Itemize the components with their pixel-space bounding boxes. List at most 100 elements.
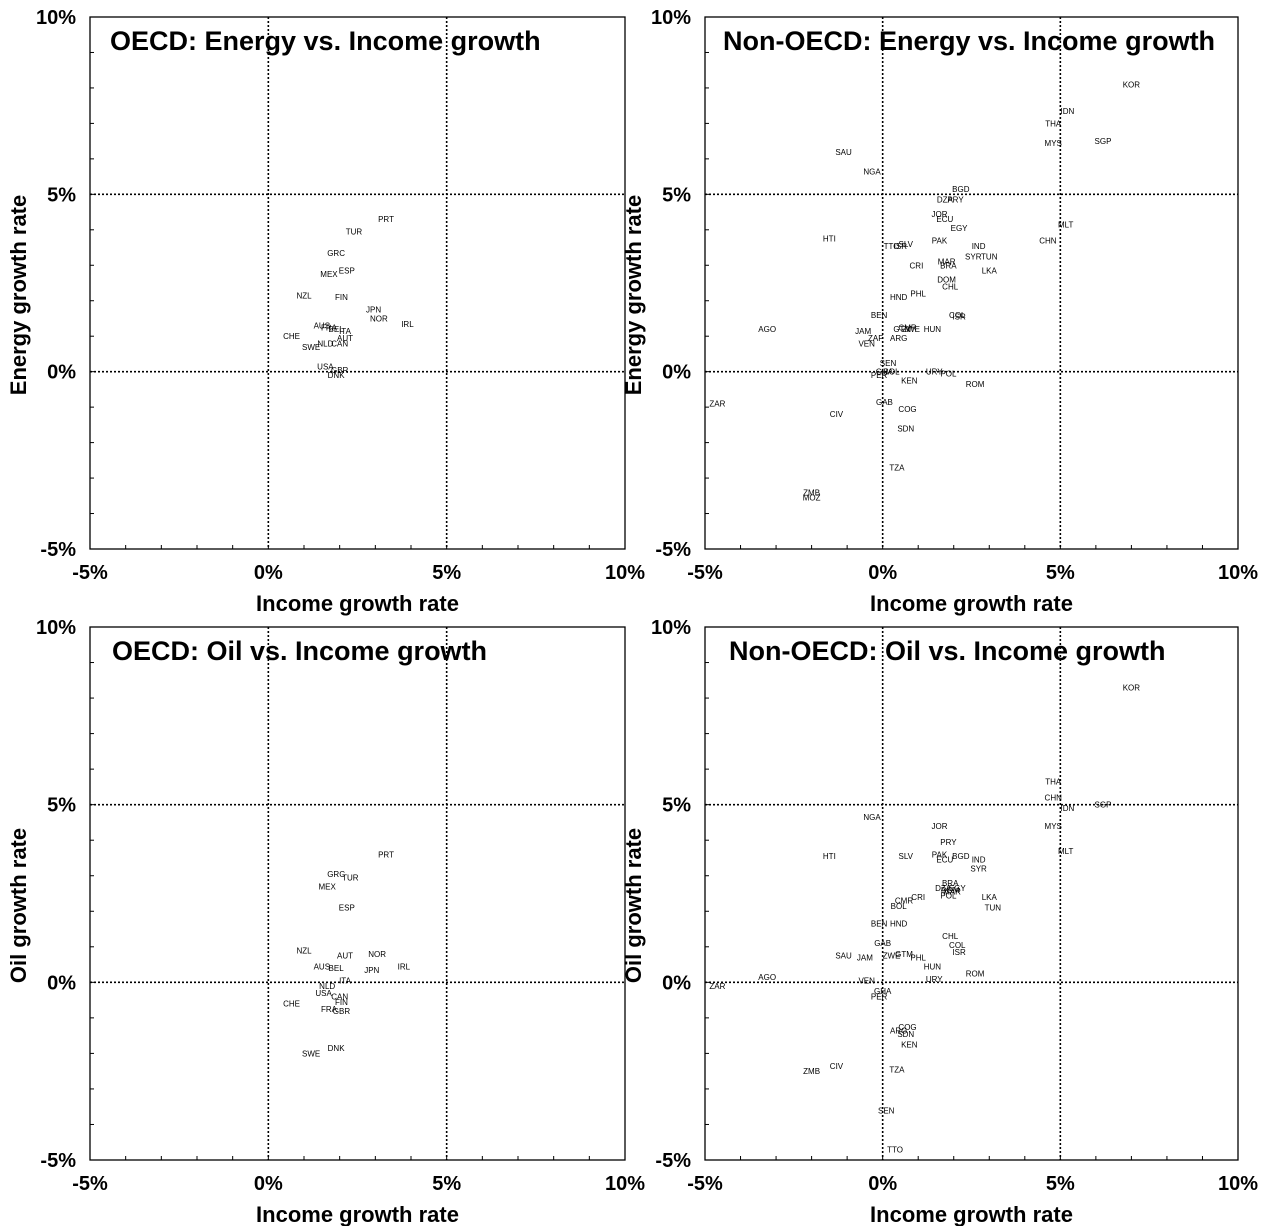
data-point-label: USA	[315, 989, 332, 998]
data-point-label: BEL	[329, 325, 345, 334]
data-point-label: AUT	[337, 952, 353, 961]
data-point-label: ECU	[936, 215, 953, 224]
data-point-label: PHL	[910, 290, 926, 299]
data-point-label: PRT	[378, 850, 394, 859]
data-point-label: MAR	[943, 888, 961, 897]
y-tick-label: 5%	[662, 795, 691, 817]
data-point-label: URY	[926, 975, 943, 984]
data-point-label: CHE	[283, 1000, 300, 1009]
x-tick-label: 5%	[1046, 562, 1075, 584]
x-tick-label: 0%	[254, 1173, 283, 1195]
data-point-label: AUT	[337, 334, 353, 343]
data-point-label: CHE	[283, 332, 300, 341]
x-tick-label: 0%	[868, 1173, 897, 1195]
x-tick-label: 0%	[868, 562, 897, 584]
data-point-label: HTI	[823, 852, 836, 861]
data-point-label: SGP	[1095, 801, 1112, 810]
data-point-label: PAK	[932, 850, 948, 859]
data-point-label: CHL	[942, 283, 959, 292]
data-point-label: CAN	[331, 993, 348, 1002]
data-point-label: MYS	[1045, 139, 1062, 148]
data-point-label: GRC	[327, 870, 345, 879]
chart-panel-1: -5% 0% 5% 10% -5% 0% 5% 10% Income growth rate En…	[6, 7, 645, 616]
data-point-label: MLT	[1058, 847, 1074, 856]
y-axis-title: Energy growth rate	[6, 195, 31, 395]
y-tick-label: -5%	[40, 1150, 76, 1172]
data-point-label: POL	[940, 369, 957, 378]
data-point-label: ISR	[952, 948, 966, 957]
data-point-label: NOR	[370, 314, 388, 323]
data-point-label: BRA	[942, 879, 959, 888]
y-tick-label: 10%	[36, 7, 76, 29]
data-point-label: MEX	[319, 882, 337, 891]
data-point-label: THA	[1045, 778, 1062, 787]
data-point-label: KOR	[1123, 683, 1141, 692]
data-point-label: BOL	[884, 368, 901, 377]
data-point-label: HND	[890, 920, 908, 929]
data-point-label: ZWE	[883, 952, 901, 961]
data-point-label: FRA	[321, 1005, 338, 1014]
x-tick-label: 10%	[605, 1173, 645, 1195]
chart-title: OECD: Oil vs. Income growth	[112, 636, 487, 666]
data-point-label: COG	[898, 405, 916, 414]
x-tick-label: 5%	[1046, 1173, 1075, 1195]
data-point-label: GAB	[876, 398, 893, 407]
data-point-label: KEN	[901, 377, 918, 386]
data-point-label: ZWE	[902, 325, 920, 334]
data-point-label: ITA	[339, 977, 352, 986]
y-tick-label: 0%	[47, 362, 76, 384]
x-tick-label: -5%	[72, 1173, 108, 1195]
data-point-label: AGO	[758, 973, 776, 982]
data-point-label: HND	[890, 293, 908, 302]
data-point-label: GHA	[874, 987, 892, 996]
data-point-label: BRA	[940, 261, 957, 270]
data-point-label: IND	[972, 242, 986, 251]
data-point-label: PRT	[378, 215, 394, 224]
data-point-label: HUN	[924, 962, 942, 971]
x-tick-label: 0%	[254, 562, 283, 584]
data-point-label: POL	[940, 891, 957, 900]
data-point-label: ITA	[339, 327, 352, 336]
data-point-label: IND	[972, 856, 986, 865]
data-point-label: ROM	[966, 380, 985, 389]
data-point-label: GTM	[893, 325, 911, 334]
data-point-label: MYS	[1045, 822, 1062, 831]
data-point-label: MLT	[1058, 220, 1074, 229]
y-tick-label: -5%	[40, 539, 76, 561]
y-tick-label: 5%	[47, 795, 76, 817]
data-point-label: PER	[871, 993, 888, 1002]
x-axis-title: Income growth rate	[870, 1202, 1073, 1226]
data-point-label: TUR	[342, 874, 359, 883]
data-point-label: CHN	[1039, 236, 1057, 245]
data-point-label: GBR	[331, 366, 349, 375]
data-point-label: TTO	[887, 1145, 903, 1154]
data-point-label: NLD	[317, 339, 333, 348]
data-point-label: IRL	[398, 962, 411, 971]
data-point-label: VEN	[858, 977, 875, 986]
data-point-label: MAR	[938, 258, 956, 267]
data-point-label: SDN	[897, 1030, 914, 1039]
chart-panel-4: -5% 0% 5% 10% -5% 0% 5% 10% Income growth rate Oi…	[621, 617, 1258, 1227]
data-point-label: IDN	[1061, 107, 1075, 116]
data-point-label: JOR	[932, 822, 948, 831]
data-point-label: BGD	[952, 852, 970, 861]
data-point-label: USA	[317, 362, 334, 371]
x-tick-label: 5%	[432, 562, 461, 584]
data-point-label: CIV	[830, 1062, 844, 1071]
data-point-label: PRY	[947, 196, 964, 205]
x-axis-title: Income growth rate	[256, 1202, 459, 1226]
chart-title: OECD: Energy vs. Income growth	[110, 26, 541, 56]
data-point-label: PRY	[940, 838, 957, 847]
data-point-label: JOR	[932, 210, 948, 219]
y-tick-label: 0%	[662, 972, 691, 994]
data-point-label: SGP	[1095, 137, 1112, 146]
y-tick-label: 0%	[47, 972, 76, 994]
data-point-label: DNK	[328, 1044, 346, 1053]
y-tick-label: -5%	[655, 1150, 691, 1172]
x-tick-label: -5%	[687, 562, 723, 584]
y-tick-label: 10%	[651, 7, 691, 29]
data-point-label: ZAF	[868, 334, 883, 343]
data-point-label: TUN	[985, 904, 1002, 913]
data-point-label: GRC	[327, 249, 345, 258]
data-point-label: TTO	[884, 242, 900, 251]
